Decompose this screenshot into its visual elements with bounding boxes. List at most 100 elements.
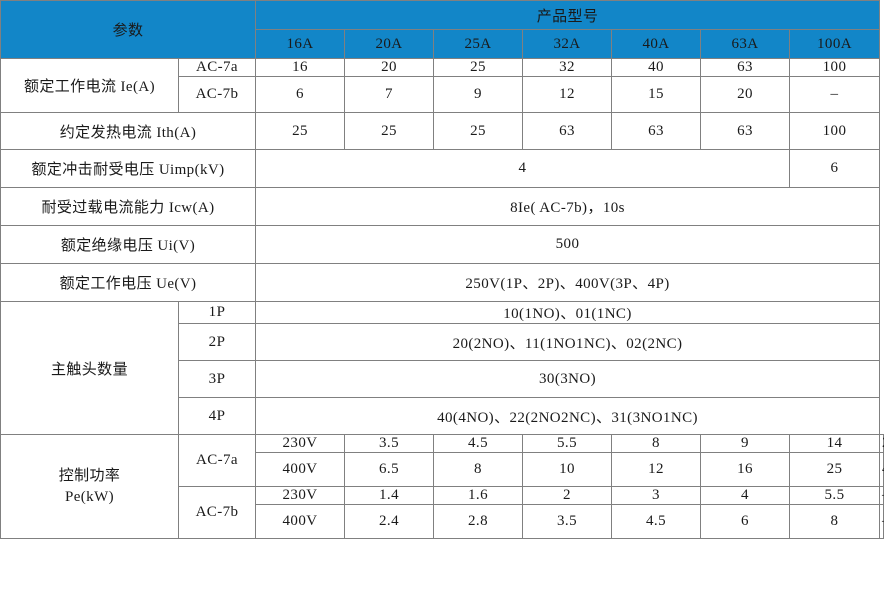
sub-label-ac7b: AC-7b: [178, 76, 256, 113]
header-model-63a: 63A: [700, 29, 790, 59]
sub-label-pole-4p: 4P: [178, 397, 256, 435]
cell-power-ac7b-400v-40a: 6: [700, 504, 790, 539]
cell-uimp-100a: 6: [789, 149, 880, 188]
header-model-16a: 16A: [255, 29, 345, 59]
cell-ie-ac7b-63a: 20: [700, 76, 790, 113]
cell-ue-value: 250V(1P、2P)、400V(3P、4P): [255, 263, 880, 302]
table-row-ue: 额定工作电压 Ue(V) 250V(1P、2P)、400V(3P、4P): [0, 263, 884, 302]
header-parameter-label: 参数: [0, 0, 256, 59]
cell-power-ac7a-230v-100a: 22: [879, 434, 884, 453]
table-row-ui: 额定绝缘电压 Ui(V) 500: [0, 225, 884, 264]
specification-table: 参数 产品型号 16A 20A 25A 32A 40A 63A 100A 额定工…: [0, 0, 884, 539]
cell-contacts-3p: 30(3NO): [255, 360, 880, 398]
cell-ith-32a: 63: [522, 112, 612, 150]
cell-power-ac7b-230v-32a: 3: [611, 486, 701, 505]
cell-power-ac7b-230v-63a: 5.5: [789, 486, 880, 505]
table-row-uimp: 额定冲击耐受电压 Uimp(kV) 4 6: [0, 149, 884, 188]
cell-ith-25a: 25: [433, 112, 523, 150]
sub-label-pole-3p: 3P: [178, 360, 256, 398]
cell-power-ac7a-400v-16a: 6.5: [344, 452, 434, 487]
cell-power-ac7a-400v-voltage: 400V: [255, 452, 345, 487]
cell-power-ac7a-400v-63a: 25: [789, 452, 880, 487]
cell-power-ac7b-400v-voltage: 400V: [255, 504, 345, 539]
cell-power-ac7a-400v-100a: 40: [879, 452, 884, 487]
header-model-32a: 32A: [522, 29, 612, 59]
cell-ie-ac7b-16a: 6: [255, 76, 345, 113]
cell-power-ac7b-230v-25a: 2: [522, 486, 612, 505]
row-label-impulse-withstand-voltage: 额定冲击耐受电压 Uimp(kV): [0, 149, 256, 188]
table-header-row-top: 参数 产品型号: [0, 0, 884, 59]
row-label-main-contact-quantity: 主触头数量: [0, 301, 179, 435]
header-model-40a: 40A: [611, 29, 701, 59]
cell-ith-20a: 25: [344, 112, 434, 150]
table-row-contacts-1p: 主触头数量 1P 10(1NO)、01(1NC): [0, 301, 884, 435]
sub-label-ac7a: AC-7a: [178, 58, 256, 77]
sub-label-power-ac7a: AC-7a: [178, 434, 256, 487]
cell-ie-ac7a-63a: 63: [700, 58, 790, 77]
sub-label-pole-1p: 1P: [178, 301, 256, 324]
cell-ie-ac7a-100a: 100: [789, 58, 880, 77]
header-model-100a: 100A: [789, 29, 880, 59]
cell-power-ac7b-230v-100a: –: [879, 486, 884, 505]
cell-power-ac7a-400v-40a: 16: [700, 452, 790, 487]
cell-power-ac7a-230v-25a: 5.5: [522, 434, 612, 453]
table-row-icw: 耐受过载电流能力 Icw(A) 8Ie( AC-7b)，10s: [0, 187, 884, 226]
cell-power-ac7b-230v-16a: 1.4: [344, 486, 434, 505]
cell-power-ac7b-230v-20a: 1.6: [433, 486, 523, 505]
cell-uimp-main: 4: [255, 149, 790, 188]
cell-power-ac7a-230v-63a: 14: [789, 434, 880, 453]
control-power-label-line2: Pe(kW): [64, 488, 115, 505]
cell-power-ac7b-400v-25a: 3.5: [522, 504, 612, 539]
cell-ie-ac7b-40a: 15: [611, 76, 701, 113]
table-row-ie-ac7a: 额定工作电流 Ie(A) AC-7a 16 20 25 32 40 63 100: [0, 58, 884, 113]
cell-ith-40a: 63: [611, 112, 701, 150]
control-power-label-line1: 控制功率: [58, 468, 121, 485]
cell-ie-ac7a-32a: 32: [522, 58, 612, 77]
cell-power-ac7a-230v-16a: 3.5: [344, 434, 434, 453]
cell-power-ac7a-230v-20a: 4.5: [433, 434, 523, 453]
cell-ui-value: 500: [255, 225, 880, 264]
cell-icw-value: 8Ie( AC-7b)，10s: [255, 187, 880, 226]
sub-label-pole-2p: 2P: [178, 323, 256, 361]
cell-contacts-4p: 40(4NO)、22(2NO2NC)、31(3NO1NC): [255, 397, 880, 435]
cell-power-ac7a-400v-25a: 10: [522, 452, 612, 487]
cell-ith-100a: 100: [789, 112, 880, 150]
table-row-contacts-4p: 4P 40(4NO)、22(2NO2NC)、31(3NO1NC): [1, 397, 884, 435]
header-model-25a: 25A: [433, 29, 523, 59]
cell-ie-ac7a-40a: 40: [611, 58, 701, 77]
table-row-contacts-3p: 3P 30(3NO): [1, 360, 884, 398]
table-row-power-ac7a-230v: 控制功率 Pe(kW) AC-7a 230V 3.5 4.5 5.5 8 9 14…: [0, 434, 884, 539]
cell-power-ac7a-230v-32a: 8: [611, 434, 701, 453]
cell-power-ac7b-400v-32a: 4.5: [611, 504, 701, 539]
row-label-overload-withstand-capacity: 耐受过载电流能力 Icw(A): [0, 187, 256, 226]
row-label-insulation-voltage: 额定绝缘电压 Ui(V): [0, 225, 256, 264]
row-label-rated-operational-current: 额定工作电流 Ie(A): [0, 58, 179, 113]
cell-contacts-2p: 20(2NO)、11(1NO1NC)、02(2NC): [255, 323, 880, 361]
table-header-row-models: 16A 20A 25A 32A 40A 63A 100A: [1, 29, 884, 59]
cell-ie-ac7b-20a: 7: [344, 76, 434, 113]
cell-power-ac7b-400v-16a: 2.4: [344, 504, 434, 539]
row-label-operational-voltage: 额定工作电压 Ue(V): [0, 263, 256, 302]
cell-ie-ac7a-20a: 20: [344, 58, 434, 77]
row-label-thermal-current: 约定发热电流 Ith(A): [0, 112, 256, 150]
cell-ith-63a: 63: [700, 112, 790, 150]
table-row-ith: 约定发热电流 Ith(A) 25 25 25 63 63 63 100: [0, 112, 884, 150]
cell-contacts-1p: 10(1NO)、01(1NC): [255, 301, 880, 324]
cell-power-ac7b-400v-63a: 8: [789, 504, 880, 539]
sub-label-power-ac7b: AC-7b: [178, 486, 256, 539]
header-product-models-label: 产品型号: [255, 0, 880, 30]
row-label-control-power: 控制功率 Pe(kW): [0, 434, 179, 539]
cell-ie-ac7b-25a: 9: [433, 76, 523, 113]
header-model-20a: 20A: [344, 29, 434, 59]
cell-power-ac7b-400v-20a: 2.8: [433, 504, 523, 539]
cell-power-ac7a-400v-32a: 12: [611, 452, 701, 487]
cell-power-ac7b-230v-voltage: 230V: [255, 486, 345, 505]
cell-ie-ac7b-32a: 12: [522, 76, 612, 113]
cell-ie-ac7b-100a: –: [789, 76, 880, 113]
cell-power-ac7a-400v-20a: 8: [433, 452, 523, 487]
cell-ith-16a: 25: [255, 112, 345, 150]
cell-power-ac7b-230v-40a: 4: [700, 486, 790, 505]
cell-power-ac7b-400v-100a: –: [879, 504, 884, 539]
